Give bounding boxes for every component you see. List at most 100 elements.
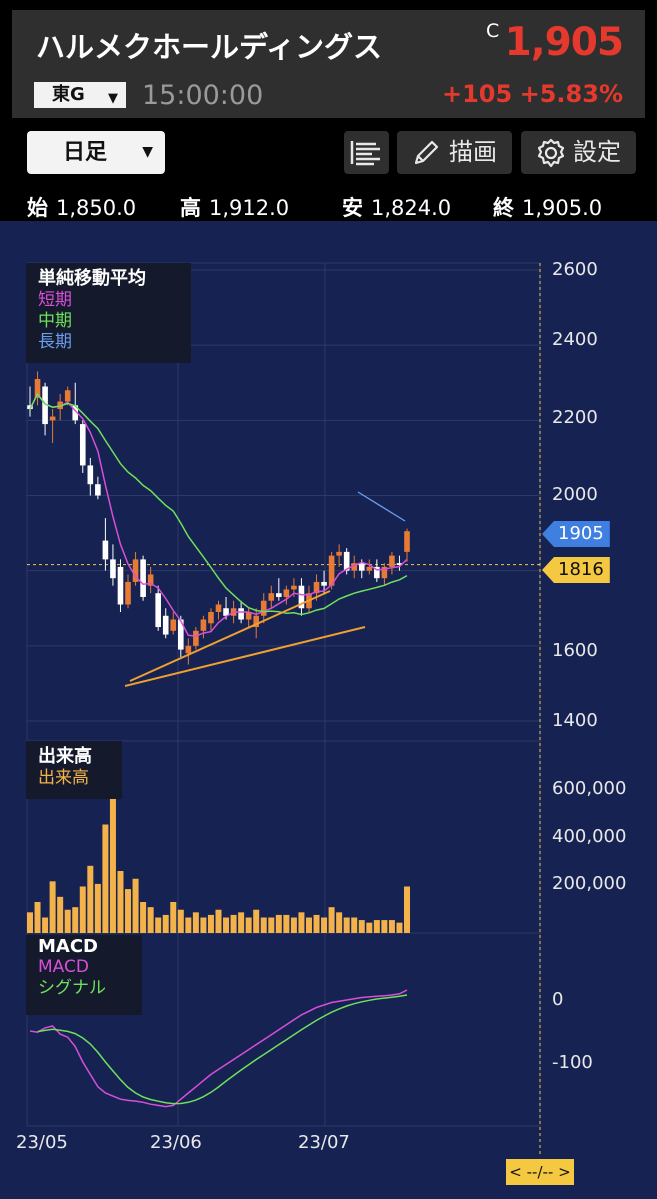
candle-body xyxy=(200,619,207,631)
price-tick: 2400 xyxy=(552,329,598,350)
volume-bar xyxy=(336,912,343,933)
candle-body xyxy=(64,390,71,402)
volume-bar xyxy=(125,889,132,933)
candle-body xyxy=(79,424,86,466)
volume-bar xyxy=(34,902,41,933)
macd-line-label: MACD xyxy=(38,957,89,977)
candle-body xyxy=(268,593,275,601)
volume-bar xyxy=(328,907,335,933)
candle-body xyxy=(87,465,94,485)
volume-bar xyxy=(192,912,199,933)
volume-tick: 200,000 xyxy=(552,873,627,894)
candle-body xyxy=(358,563,365,571)
chart-area[interactable]: 単純移動平均 短期 中期 長期 2600 2400 2200 2000 1600… xyxy=(0,221,657,1199)
candle-body xyxy=(260,600,267,616)
volume-bar xyxy=(109,772,116,933)
price-flag: C xyxy=(486,20,500,42)
candle-body xyxy=(34,378,41,398)
sma-mid-line xyxy=(29,392,408,616)
volume-bar xyxy=(404,886,410,933)
candle-body xyxy=(374,566,380,579)
volume-bar xyxy=(207,914,214,933)
candle-body xyxy=(321,581,327,586)
list-bars-icon xyxy=(350,141,380,166)
volume-bar xyxy=(305,917,312,933)
signal-line xyxy=(37,994,408,1105)
volume-bar xyxy=(177,909,184,933)
candle-body xyxy=(117,566,124,605)
volume-bar xyxy=(94,883,101,933)
price-change: +105 xyxy=(442,80,513,108)
candle-body xyxy=(336,551,342,556)
candle-body xyxy=(291,585,297,590)
sma-legend-title: 単純移動平均 xyxy=(38,268,146,289)
stock-name: ハルメクホールディングス xyxy=(36,30,382,64)
volume-bar xyxy=(381,920,388,933)
candle-body xyxy=(238,608,244,620)
current-price-tag: 1905 xyxy=(542,521,610,547)
volume-bar xyxy=(57,896,64,933)
volume-bar xyxy=(79,886,86,933)
volume-bar xyxy=(283,914,290,933)
candle-body xyxy=(193,630,199,646)
volume-tick: 400,000 xyxy=(552,826,627,847)
candle-body xyxy=(396,563,403,566)
caret-down-icon: ▼ xyxy=(108,91,118,106)
volume-bar xyxy=(49,881,56,933)
candle-body xyxy=(147,574,154,586)
volume-bar xyxy=(64,909,71,933)
candle-body xyxy=(276,593,282,597)
volume-bar xyxy=(358,920,365,933)
volume-bar xyxy=(366,922,373,933)
pencil-icon xyxy=(414,140,439,165)
sma-short-label: 短期 xyxy=(38,290,72,310)
draw-button[interactable]: 描画 xyxy=(397,131,512,174)
chart-canvas[interactable] xyxy=(0,221,657,1199)
volume-bar xyxy=(388,920,395,933)
candle-body xyxy=(253,615,259,628)
candle-body xyxy=(27,405,33,410)
settings-button[interactable]: 設定 xyxy=(521,131,636,174)
market-selector[interactable]: 東G ▼ xyxy=(34,82,126,108)
candle-body xyxy=(283,589,290,597)
sma-long-line xyxy=(357,491,406,522)
price-change-percent: +5.83% xyxy=(519,80,623,108)
candle-body xyxy=(185,645,192,654)
volume-bar xyxy=(102,824,109,933)
caret-down-icon: ▼ xyxy=(142,144,153,160)
volume-bar xyxy=(343,917,350,933)
volume-legend-item: 出来高 xyxy=(38,768,89,788)
cursor-date-tag[interactable]: < --/-- > xyxy=(506,1159,574,1185)
volume-bar xyxy=(27,912,33,933)
gear-icon xyxy=(537,138,565,168)
volume-bar xyxy=(298,912,305,933)
macd-tick: -100 xyxy=(552,1052,593,1073)
trendline xyxy=(124,626,366,687)
volume-bar xyxy=(147,907,154,933)
macd-legend: MACD MACD シグナル xyxy=(26,935,142,1015)
volume-bar xyxy=(72,907,79,933)
indicator-list-button[interactable] xyxy=(344,131,389,174)
candle-body xyxy=(298,585,305,609)
volume-bar xyxy=(275,914,282,933)
market-label: 東G xyxy=(52,84,85,105)
date-tick: 23/07 xyxy=(298,1132,350,1153)
volume-bar xyxy=(223,917,230,933)
volume-bar xyxy=(260,917,267,933)
volume-bar xyxy=(253,909,260,933)
date-tick: 23/05 xyxy=(16,1132,68,1153)
cursor-price-tag: 1816 xyxy=(542,557,610,583)
low-value: 安 1,824.0 xyxy=(342,196,452,220)
volume-bar xyxy=(245,917,252,933)
volume-bar xyxy=(238,912,245,933)
quote-time: 15:00:00 xyxy=(142,80,264,111)
date-tick: 23/06 xyxy=(150,1132,202,1153)
candle-body xyxy=(162,615,169,635)
candle-body xyxy=(110,559,116,579)
candle-body xyxy=(343,551,350,571)
period-selector[interactable]: 日足 ▼ xyxy=(27,131,165,174)
candle-body xyxy=(381,566,388,579)
candle-body xyxy=(223,608,229,616)
candle-body xyxy=(155,593,161,628)
volume-bar xyxy=(155,917,162,933)
